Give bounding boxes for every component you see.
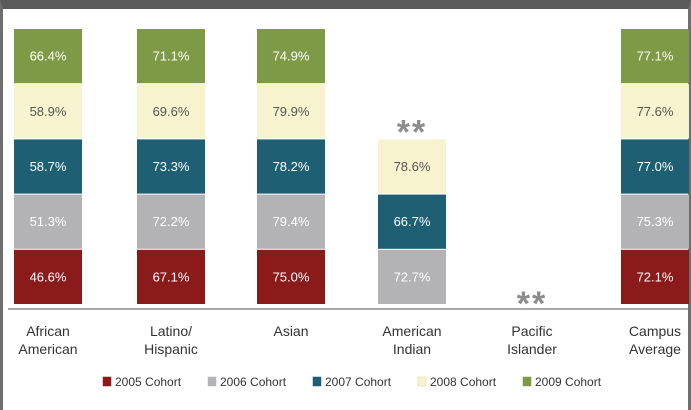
bar-segment [14, 84, 82, 139]
bar-segment [621, 29, 689, 84]
legend-entry: 2008 Cohort [430, 375, 497, 389]
legend-entry: 2007 Cohort [325, 375, 392, 389]
bar-segment [621, 84, 689, 139]
suppressed-data-note: ** [397, 113, 427, 151]
bar-segment [137, 29, 205, 84]
data-label: 72.7% [394, 269, 431, 284]
bar-segment [378, 249, 446, 304]
bar-segment [14, 29, 82, 84]
bar-segment [621, 194, 689, 249]
data-label: 72.2% [153, 214, 190, 229]
category-label: Latino/ [150, 323, 192, 339]
category-label: Campus [629, 323, 681, 339]
legend-swatch [522, 376, 532, 387]
bar-segment [257, 84, 325, 139]
data-label: 46.6% [30, 269, 67, 284]
category-label: Indian [393, 341, 431, 357]
bar-segment [378, 139, 446, 194]
suppressed-data-note: ** [517, 285, 547, 323]
legend-swatch [312, 376, 322, 387]
data-label: 69.6% [153, 104, 190, 119]
bar-segment [378, 194, 446, 249]
category-label: American [382, 323, 441, 339]
data-label: 51.3% [30, 214, 67, 229]
data-label: 79.9% [273, 104, 310, 119]
bar-segment [621, 139, 689, 194]
bar-segment [257, 249, 325, 304]
data-label: 78.6% [394, 159, 431, 174]
data-label: 75.0% [273, 269, 310, 284]
bar-segment [257, 194, 325, 249]
bar-segment [257, 139, 325, 194]
data-label: 72.1% [637, 269, 674, 284]
category-label: Pacific [511, 323, 552, 339]
legend-entry: 2009 Cohort [535, 375, 602, 389]
bar-segment [14, 139, 82, 194]
category-label: Hispanic [144, 341, 198, 357]
data-label: 66.7% [394, 214, 431, 229]
data-label: 67.1% [153, 269, 190, 284]
data-label: 77.1% [637, 49, 674, 64]
category-label: Average [629, 341, 681, 357]
bar-segment [137, 84, 205, 139]
data-label: 77.6% [637, 104, 674, 119]
bar-segment [621, 249, 689, 304]
data-label: 58.9% [30, 104, 67, 119]
data-label: 71.1% [153, 49, 190, 64]
data-label: 58.7% [30, 159, 67, 174]
legend-swatch [102, 376, 112, 387]
legend-entry: 2006 Cohort [220, 375, 287, 389]
category-label: Asian [273, 323, 308, 339]
bar-segment [14, 194, 82, 249]
bar-segment [257, 29, 325, 84]
legend-swatch [207, 376, 217, 387]
bar-segment [137, 249, 205, 304]
category-label: Islander [507, 341, 557, 357]
data-label: 66.4% [30, 49, 67, 64]
bar-segment [14, 249, 82, 304]
category-label: African [26, 323, 70, 339]
bar-segment [137, 139, 205, 194]
data-label: 77.0% [637, 159, 674, 174]
data-label: 74.9% [273, 49, 310, 64]
data-label: 75.3% [637, 214, 674, 229]
legend-entry: 2005 Cohort [115, 375, 182, 389]
category-label: American [18, 341, 77, 357]
legend-swatch [417, 376, 427, 387]
data-label: 79.4% [273, 214, 310, 229]
data-label: 78.2% [273, 159, 310, 174]
bar-segment [137, 194, 205, 249]
data-label: 73.3% [153, 159, 190, 174]
